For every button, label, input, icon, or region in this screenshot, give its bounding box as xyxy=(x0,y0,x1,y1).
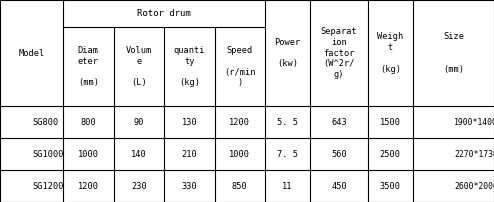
Text: 560: 560 xyxy=(331,149,347,159)
Text: 1200: 1200 xyxy=(78,182,99,190)
Text: 330: 330 xyxy=(181,182,197,190)
Text: Weigh
t

(kg): Weigh t (kg) xyxy=(377,32,404,74)
Text: 3500: 3500 xyxy=(380,182,401,190)
Text: 643: 643 xyxy=(331,118,347,126)
Text: Size


(mm): Size (mm) xyxy=(443,32,464,74)
Text: 2270*1730*1810: 2270*1730*1810 xyxy=(454,149,494,159)
Text: 800: 800 xyxy=(81,118,96,126)
Text: 210: 210 xyxy=(181,149,197,159)
Text: 1500: 1500 xyxy=(380,118,401,126)
Text: 90: 90 xyxy=(133,118,144,126)
Text: Volum
e

(L): Volum e (L) xyxy=(126,46,152,87)
Text: 130: 130 xyxy=(181,118,197,126)
Text: 850: 850 xyxy=(232,182,247,190)
Text: Power

(kw): Power (kw) xyxy=(275,38,301,68)
Text: 1000: 1000 xyxy=(78,149,99,159)
Text: Model: Model xyxy=(18,48,44,58)
Text: quanti
ty

(kg): quanti ty (kg) xyxy=(173,46,205,87)
Text: Diam
eter

(mm): Diam eter (mm) xyxy=(78,46,99,87)
Text: Speed

(r/min
): Speed (r/min ) xyxy=(224,46,255,87)
Text: 230: 230 xyxy=(131,182,147,190)
Text: SG800: SG800 xyxy=(33,118,59,126)
Text: 2500: 2500 xyxy=(380,149,401,159)
Text: 1200: 1200 xyxy=(229,118,250,126)
Text: SG1200: SG1200 xyxy=(33,182,64,190)
Text: SG1000: SG1000 xyxy=(33,149,64,159)
Text: 7. 5: 7. 5 xyxy=(277,149,298,159)
Text: 11: 11 xyxy=(283,182,293,190)
Text: Rotor drum: Rotor drum xyxy=(137,9,191,18)
Text: 2600*2000*2025: 2600*2000*2025 xyxy=(454,182,494,190)
Text: 140: 140 xyxy=(131,149,147,159)
Text: 1900*1400*1800: 1900*1400*1800 xyxy=(454,118,494,126)
Text: 5. 5: 5. 5 xyxy=(277,118,298,126)
Text: 1000: 1000 xyxy=(229,149,250,159)
Text: Separat
ion
factor
(W^2r/
g): Separat ion factor (W^2r/ g) xyxy=(321,27,357,79)
Text: 450: 450 xyxy=(331,182,347,190)
